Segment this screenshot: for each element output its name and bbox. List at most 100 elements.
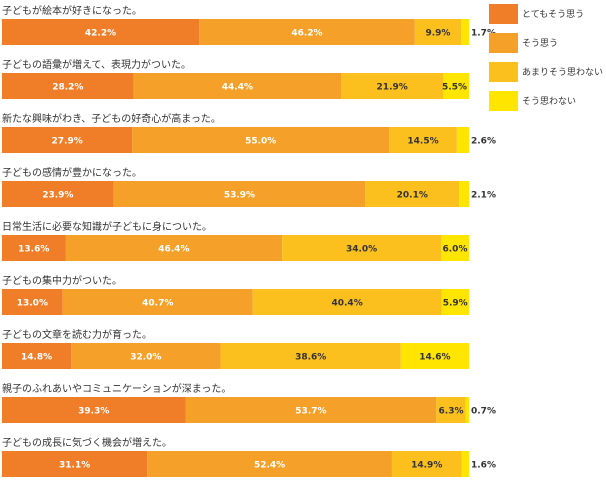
data-label: 46.4% — [158, 245, 189, 255]
bar-segment — [132, 127, 390, 153]
question-label: 子どもが絵本が好きになった。 — [2, 4, 142, 17]
legend-item: あまりそう思わない — [489, 62, 603, 82]
data-label: 34.0% — [346, 245, 377, 255]
bar-segment — [113, 181, 366, 207]
data-label: 38.6% — [295, 353, 326, 363]
question-label: 子どもの感情が豊かになった。 — [2, 166, 142, 179]
legend-label: とてもそう思う — [522, 9, 584, 20]
bar-segment — [252, 289, 442, 315]
data-label: 21.9% — [377, 83, 408, 93]
data-label: 55.0% — [245, 137, 276, 147]
bar-segment — [436, 397, 466, 423]
data-label: 53.7% — [295, 407, 326, 417]
data-label: 2.6% — [471, 137, 496, 147]
bar-segment — [440, 235, 469, 261]
data-label: 27.9% — [52, 137, 83, 147]
bar-segment — [391, 451, 462, 477]
question-row: 子どもの成長に気づく機会が増えた。 31.1% 52.4% 14.9% 1.6% — [2, 436, 496, 477]
data-label: 14.9% — [411, 461, 442, 471]
legend-label: そう思わない — [522, 96, 576, 107]
legend-item: とてもそう思う — [489, 4, 584, 24]
bars-layer: 子どもが絵本が好きになった。 42.2% 46.2% 9.9% 1.7% 子どもの語彙が増… — [2, 4, 496, 477]
data-label: 9.9% — [425, 29, 450, 39]
bar-segment — [389, 127, 457, 153]
bar-segment — [2, 343, 72, 369]
data-label: 13.0% — [17, 299, 48, 309]
bar-segment — [220, 343, 401, 369]
bar-segment — [282, 235, 441, 261]
bar-segment — [461, 19, 469, 45]
legend-label: あまりそう思わない — [522, 67, 603, 78]
bar-segment — [461, 451, 469, 477]
bar-segment — [2, 181, 114, 207]
data-label: 2.1% — [471, 191, 496, 201]
bar-segment — [199, 19, 415, 45]
question-row: 子どもが絵本が好きになった。 42.2% 46.2% 9.9% 1.7% — [2, 4, 496, 45]
bar-segment — [133, 73, 342, 99]
question-row: 子どもの語彙が増えて、表現力がついた。 28.2% 44.4% 21.9% 5.5% — [2, 58, 469, 99]
bar-segment — [2, 19, 200, 45]
question-label: 子どもの成長に気づく機会が増えた。 — [2, 436, 172, 449]
legend-swatch — [489, 62, 518, 82]
data-label: 40.7% — [142, 299, 173, 309]
bar-segment — [2, 73, 134, 99]
question-label: 子どもの集中力がついた。 — [2, 274, 122, 287]
bar-segment — [459, 181, 469, 207]
bar-segment — [185, 397, 437, 423]
data-label: 28.2% — [52, 83, 83, 93]
bar-segment — [365, 181, 460, 207]
legend-swatch — [489, 4, 518, 24]
data-label: 53.9% — [224, 191, 255, 201]
data-label: 52.4% — [254, 461, 285, 471]
legend-swatch — [489, 91, 518, 111]
bar-segment — [341, 73, 444, 99]
data-label: 14.8% — [21, 353, 52, 363]
bar-segment — [2, 397, 186, 423]
bar-segment — [400, 343, 469, 369]
data-label: 6.3% — [439, 407, 464, 417]
question-row: 子どもの感情が豊かになった。 23.9% 53.9% 20.1% 2.1% — [2, 166, 496, 207]
bar-segment — [465, 397, 469, 423]
data-label: 31.1% — [59, 461, 90, 471]
question-row: 親子のふれあいやコミュニケーションが深まった。 39.3% 53.7% 6.3% 0.7… — [2, 382, 496, 423]
legend-swatch — [489, 33, 518, 53]
data-label: 23.9% — [42, 191, 73, 201]
question-label: 親子のふれあいやコミュニケーションが深まった。 — [2, 382, 231, 395]
data-label: 0.7% — [471, 407, 496, 417]
question-label: 日常生活に必要な知識が子どもに身についた。 — [2, 220, 212, 233]
bar-segment — [2, 235, 66, 261]
data-label: 6.0% — [443, 245, 468, 255]
bar-segment — [414, 19, 462, 45]
data-label: 39.3% — [78, 407, 109, 417]
bar-segment — [441, 289, 469, 315]
data-label: 1.7% — [471, 29, 496, 39]
data-label: 42.2% — [85, 29, 116, 39]
legend-item: そう思わない — [489, 91, 576, 111]
question-label: 子どもの語彙が増えて、表現力がついた。 — [2, 58, 191, 71]
bar-segment — [147, 451, 392, 477]
question-label: 新たな興味がわき、子どもの好奇心が高まった。 — [2, 112, 221, 125]
legend-item: そう思う — [489, 33, 558, 53]
bar-segment — [2, 289, 63, 315]
legend-label: そう思う — [522, 38, 558, 49]
bar-segment — [2, 451, 148, 477]
question-row: 日常生活に必要な知識が子どもに身についた。 13.6% 46.4% 34.0% 6.0% — [2, 220, 469, 261]
data-label: 1.6% — [471, 461, 496, 471]
data-label: 40.4% — [331, 299, 362, 309]
data-label: 32.0% — [130, 353, 161, 363]
bar-segment — [2, 127, 133, 153]
bar-segment — [71, 343, 221, 369]
bar-segment — [443, 73, 469, 99]
question-row: 子どもの集中力がついた。 13.0% 40.7% 40.4% 5.9% — [2, 274, 469, 315]
data-label: 14.5% — [407, 137, 438, 147]
data-label: 13.6% — [18, 245, 49, 255]
question-row: 子どもの文章を読む力が育った。 14.8% 32.0% 38.6% 14.6% — [2, 328, 469, 369]
bar-segment — [62, 289, 253, 315]
data-label: 5.9% — [443, 299, 468, 309]
data-label: 14.6% — [419, 353, 450, 363]
bar-segment — [65, 235, 283, 261]
data-label: 46.2% — [291, 29, 322, 39]
question-row: 新たな興味がわき、子どもの好奇心が高まった。 27.9% 55.0% 14.5% 2.6… — [2, 112, 496, 153]
